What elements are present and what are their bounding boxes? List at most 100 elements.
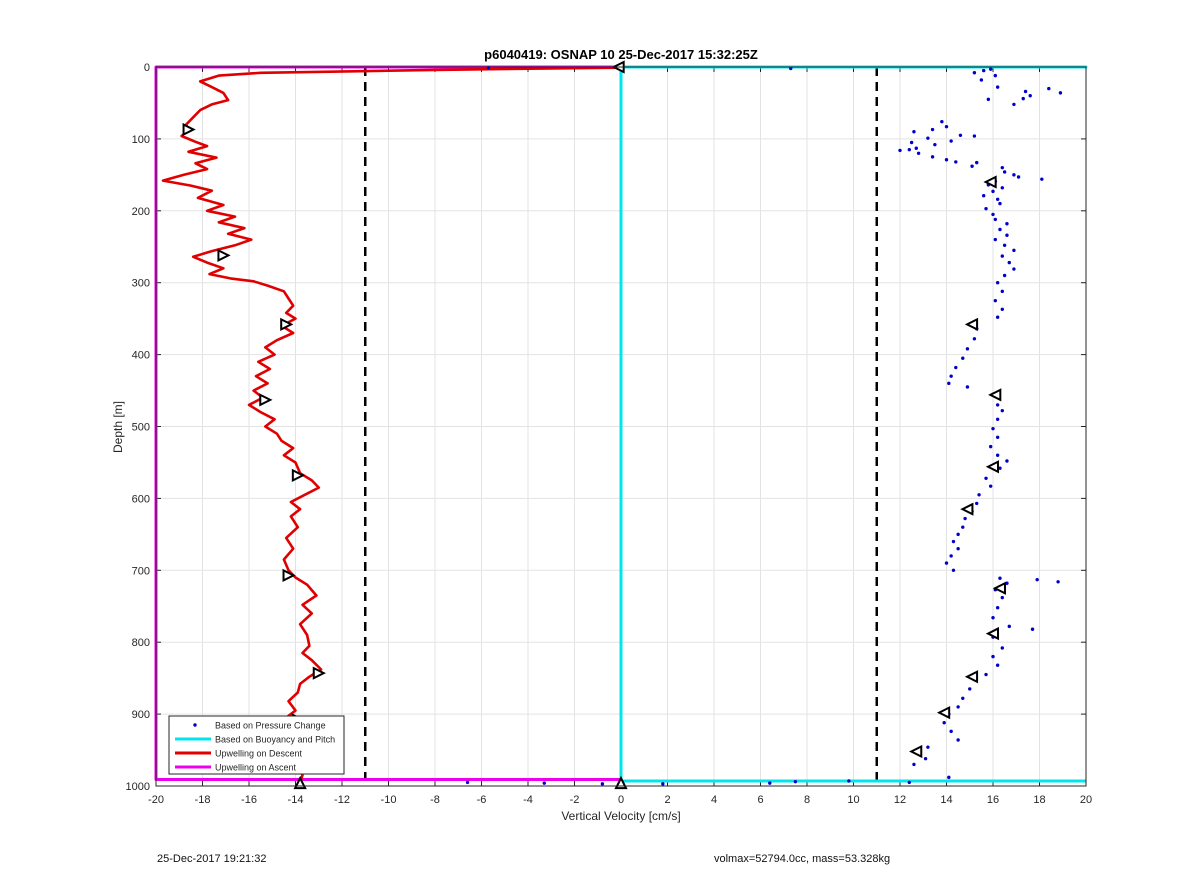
data-point	[1000, 595, 1004, 600]
x-tick-label: 14	[940, 794, 952, 806]
data-point	[982, 68, 986, 73]
data-point	[926, 136, 930, 140]
data-point	[995, 417, 1000, 422]
y-tick-label: 500	[132, 422, 150, 434]
legend-label: Based on Pressure Change	[215, 721, 326, 731]
data-point	[982, 194, 986, 198]
data-point	[1012, 267, 1016, 271]
data-point	[930, 127, 935, 132]
data-point	[956, 738, 960, 742]
data-point	[542, 781, 546, 785]
x-tick-label: -6	[477, 794, 487, 806]
data-point	[1000, 408, 1004, 413]
data-point	[1007, 260, 1011, 265]
data-point	[961, 356, 965, 360]
data-point	[956, 532, 960, 537]
data-point	[998, 466, 1002, 470]
data-point	[1000, 186, 1004, 190]
data-point	[995, 197, 1000, 201]
y-tick-label: 0	[144, 62, 150, 74]
triangle-marker	[291, 468, 306, 483]
x-tick-label: -4	[523, 794, 533, 806]
x-tick-label: 6	[757, 794, 763, 806]
data-point	[1028, 94, 1032, 98]
x-tick-label: -2	[570, 794, 580, 806]
x-tick-label: -20	[148, 794, 164, 806]
data-point	[991, 616, 995, 620]
data-point	[907, 147, 911, 152]
data-point	[1005, 459, 1009, 463]
data-point	[949, 374, 953, 378]
data-point	[1000, 165, 1004, 170]
data-point	[995, 315, 1000, 319]
data-point	[1016, 175, 1021, 179]
triangle-marker	[992, 581, 1006, 595]
data-point	[847, 779, 851, 783]
data-point	[998, 576, 1002, 580]
x-tick-label: 8	[804, 794, 810, 806]
data-point	[1002, 243, 1007, 248]
x-tick-label: 2	[664, 794, 670, 806]
data-point	[933, 142, 937, 147]
data-point	[942, 721, 946, 725]
data-point	[995, 281, 1000, 285]
x-tick-label: 0	[618, 794, 624, 806]
y-axis-label: Depth [m]	[111, 401, 125, 453]
plot-frame	[155, 66, 1087, 787]
data-point	[916, 151, 921, 155]
data-point	[926, 745, 930, 749]
triangle-marker	[909, 744, 923, 759]
data-point	[947, 775, 951, 780]
triangle-marker	[988, 388, 1002, 402]
data-point	[984, 476, 988, 480]
data-point	[947, 381, 951, 386]
data-point	[956, 705, 960, 709]
data-point	[1000, 646, 1004, 650]
data-point	[465, 780, 470, 785]
triangle-marker	[217, 248, 231, 262]
y-tick-label: 700	[132, 565, 150, 577]
data-point	[958, 133, 963, 138]
triangle-marker	[985, 626, 999, 641]
data-point	[954, 365, 958, 370]
data-point	[977, 493, 981, 497]
triangle-marker	[985, 460, 999, 474]
triangle-marker	[964, 317, 979, 332]
triangle-marker	[282, 568, 296, 582]
data-point	[975, 160, 979, 165]
data-point	[993, 217, 998, 222]
data-point	[793, 779, 798, 784]
triangle-marker	[182, 122, 196, 137]
data-point	[944, 561, 949, 565]
data-point	[1000, 254, 1004, 258]
y-tick-labels: 0 100 200 300 400 500 600 700 800 900 1000	[126, 62, 150, 793]
data-point	[789, 66, 793, 71]
data-point	[1002, 273, 1007, 278]
data-point	[951, 568, 956, 572]
data-point	[968, 687, 972, 691]
y-tick-label: 100	[132, 134, 150, 146]
data-point	[970, 164, 974, 168]
data-point	[991, 189, 995, 194]
data-point	[956, 547, 960, 551]
data-point	[1012, 173, 1016, 177]
triangle-marker	[964, 670, 979, 684]
x-tick-label: -12	[334, 794, 350, 806]
data-point	[1005, 233, 1009, 237]
data-point	[949, 139, 953, 143]
data-point	[995, 85, 1000, 89]
data-point	[972, 71, 977, 75]
data-point	[1030, 627, 1035, 631]
data-point	[1058, 91, 1063, 95]
data-point	[995, 453, 1000, 457]
x-tick-label: 10	[847, 794, 859, 806]
data-point	[998, 227, 1002, 232]
data-point	[912, 130, 916, 134]
y-tick-label: 400	[132, 350, 150, 362]
y-tick-label: 1000	[126, 781, 150, 793]
data-point	[965, 385, 970, 389]
triangle-marker	[936, 706, 951, 720]
triangle-marker	[960, 502, 974, 516]
data-point	[1047, 86, 1051, 91]
data-point	[949, 554, 953, 558]
